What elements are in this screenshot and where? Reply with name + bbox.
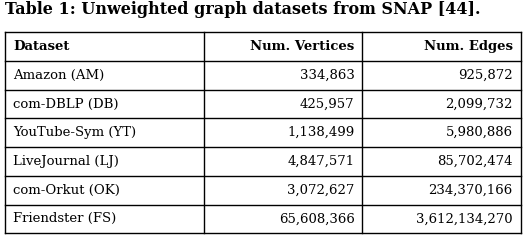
Text: YouTube-Sym (YT): YouTube-Sym (YT) [13, 126, 136, 139]
Text: Table 1: Unweighted graph datasets from SNAP [44].: Table 1: Unweighted graph datasets from … [5, 1, 481, 18]
Text: com-Orkut (OK): com-Orkut (OK) [13, 184, 120, 197]
Text: 4,847,571: 4,847,571 [288, 155, 355, 168]
Text: 925,872: 925,872 [458, 69, 513, 82]
Text: Dataset: Dataset [13, 40, 69, 53]
Text: 334,863: 334,863 [300, 69, 355, 82]
Text: 3,072,627: 3,072,627 [287, 184, 355, 197]
Text: com-DBLP (DB): com-DBLP (DB) [13, 97, 119, 110]
Text: Num. Vertices: Num. Vertices [250, 40, 355, 53]
Text: 5,980,886: 5,980,886 [446, 126, 513, 139]
Text: 2,099,732: 2,099,732 [446, 97, 513, 110]
Text: 85,702,474: 85,702,474 [437, 155, 513, 168]
Text: 65,608,366: 65,608,366 [279, 212, 355, 225]
Text: Friendster (FS): Friendster (FS) [13, 212, 116, 225]
Text: 425,957: 425,957 [300, 97, 355, 110]
Text: Num. Edges: Num. Edges [424, 40, 513, 53]
Text: 234,370,166: 234,370,166 [429, 184, 513, 197]
Text: Amazon (AM): Amazon (AM) [13, 69, 104, 82]
Text: 3,612,134,270: 3,612,134,270 [416, 212, 513, 225]
Text: 1,138,499: 1,138,499 [287, 126, 355, 139]
Text: LiveJournal (LJ): LiveJournal (LJ) [13, 155, 119, 168]
